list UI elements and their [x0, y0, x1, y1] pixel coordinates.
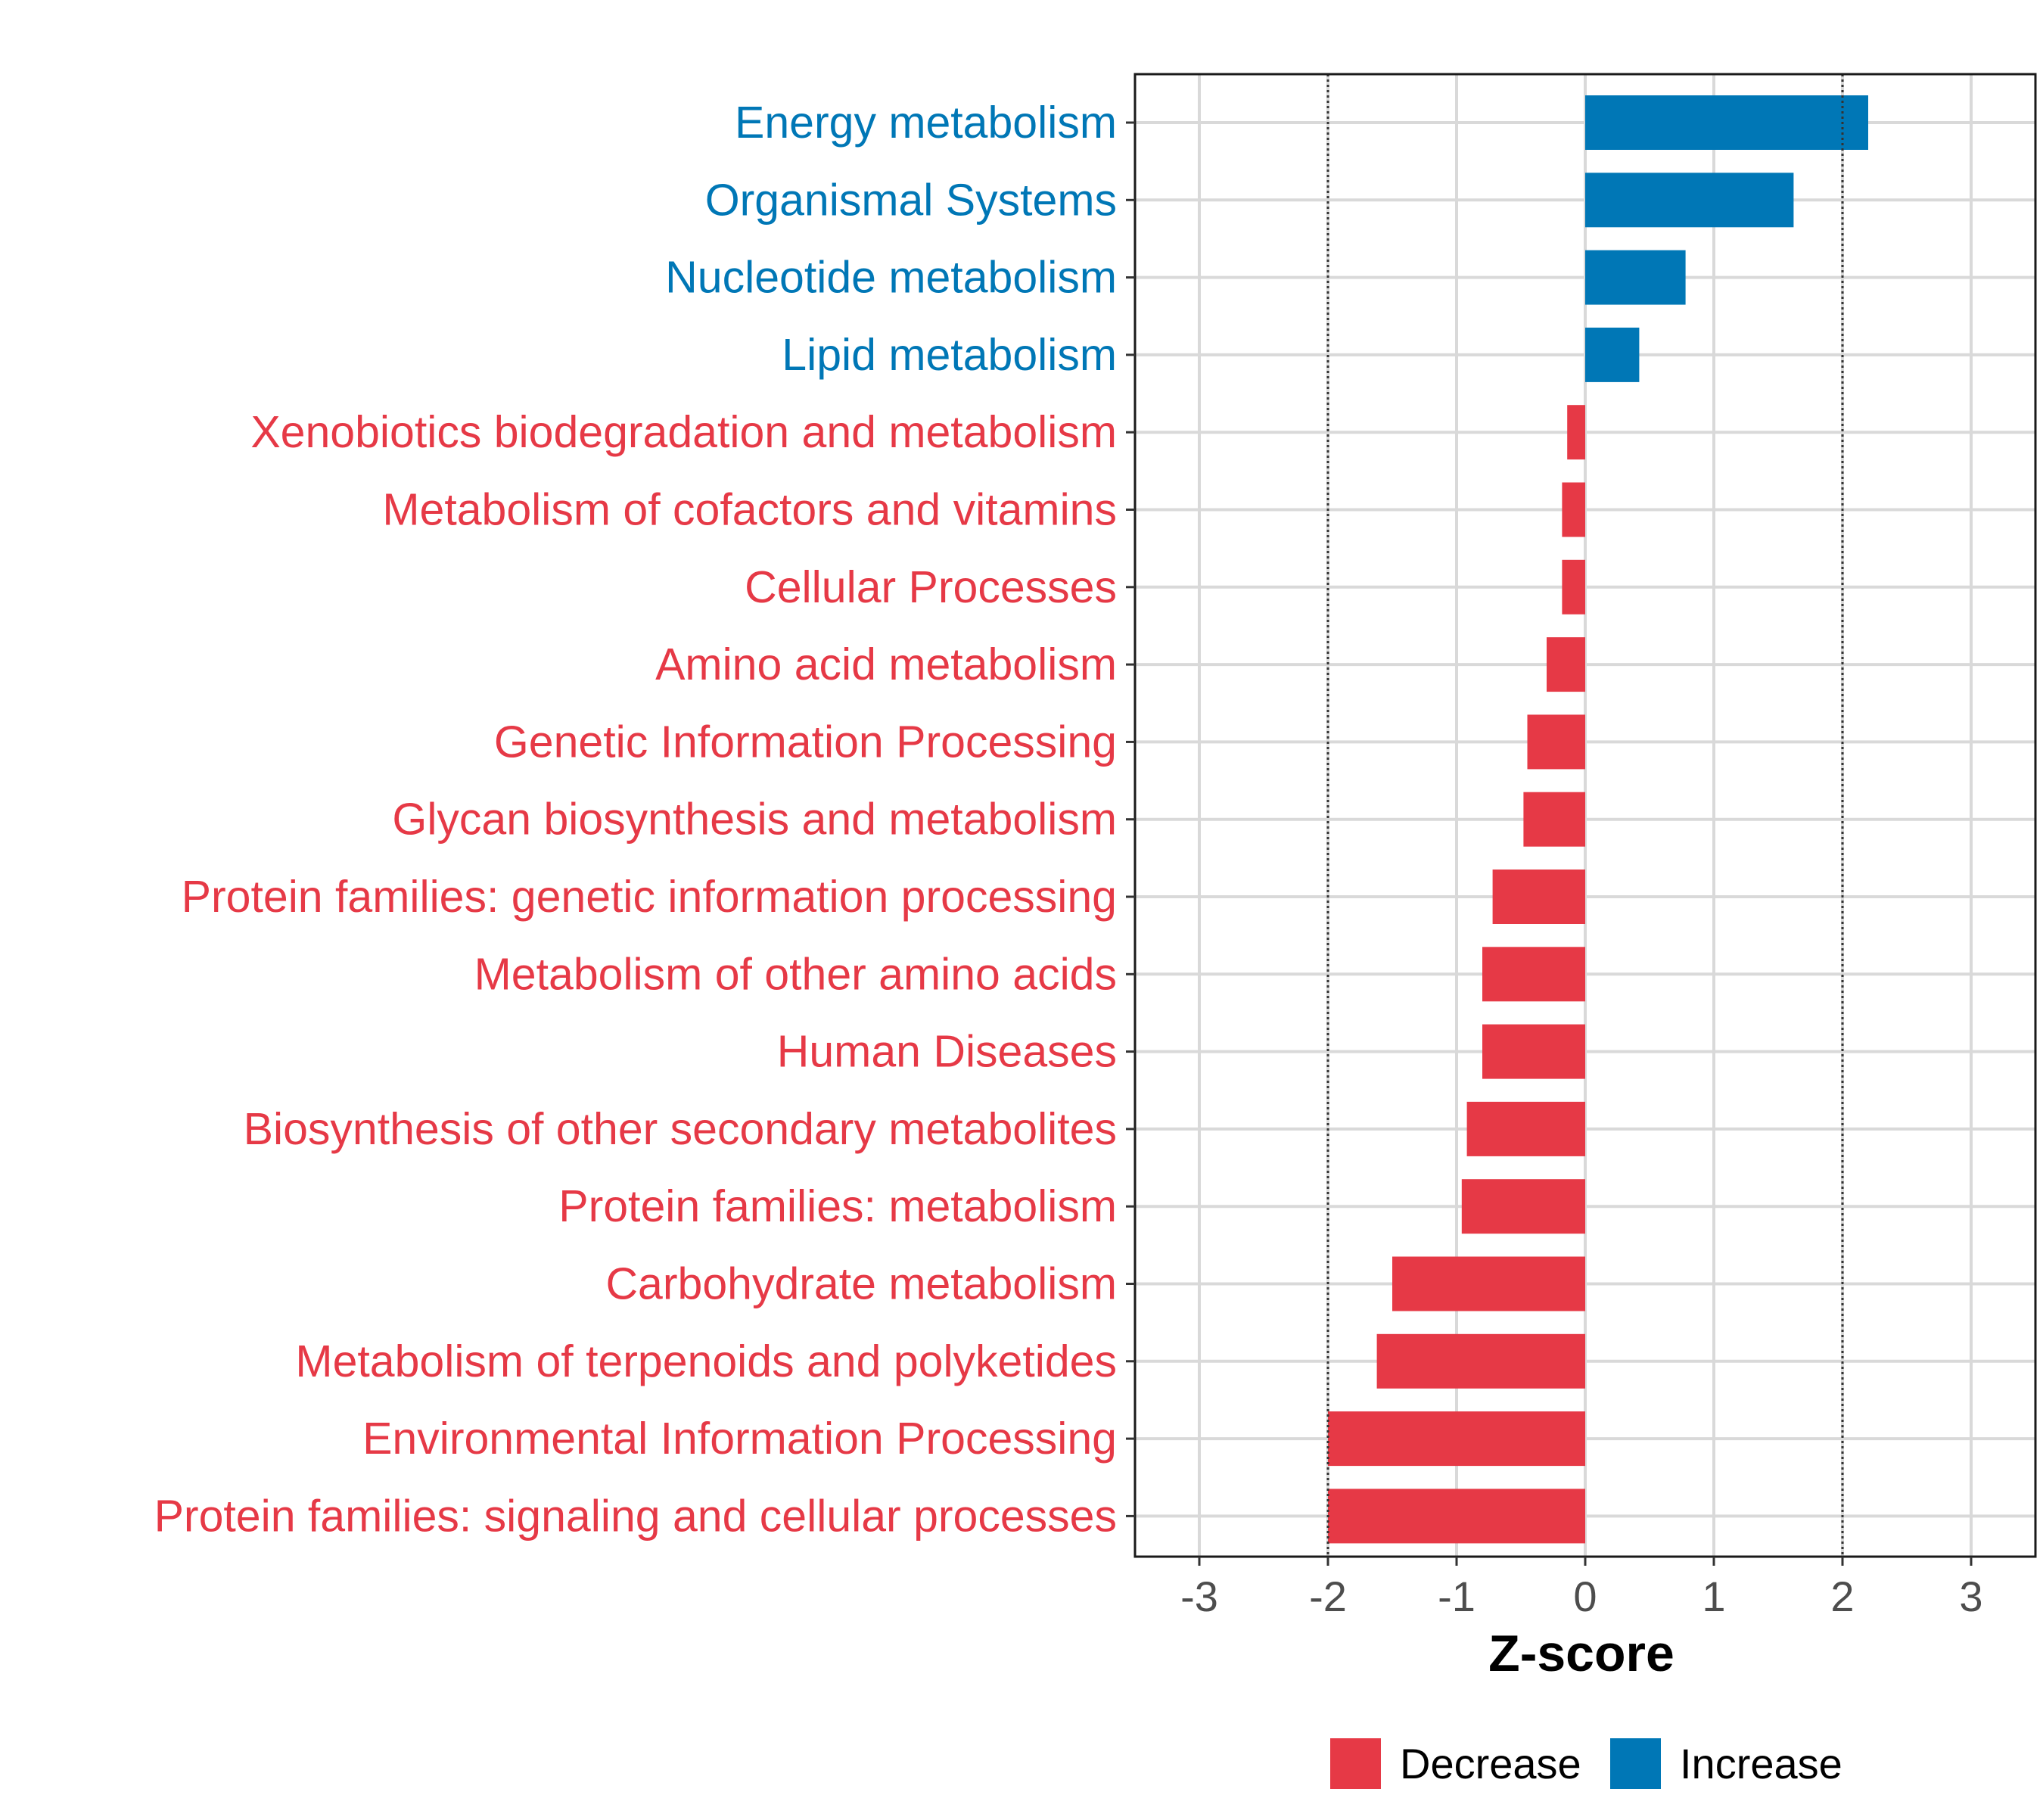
bar [1328, 1489, 1585, 1544]
bar [1585, 95, 1868, 150]
category-label: Amino acid metabolism [655, 639, 1117, 689]
bar [1585, 250, 1686, 305]
category-label: Metabolism of other amino acids [474, 949, 1117, 999]
category-label: Environmental Information Processing [362, 1414, 1117, 1464]
legend-swatch [1610, 1738, 1661, 1789]
category-label: Lipid metabolism [782, 330, 1117, 380]
bar [1562, 559, 1585, 614]
category-label: Xenobiotics biodegradation and metabolis… [250, 407, 1117, 457]
y-axis: Energy metabolism Organismal Systems Nucle… [154, 98, 1135, 1541]
x-tick-label: 2 [1830, 1573, 1854, 1620]
category-label: Glycan biosynthesis and metabolism [392, 795, 1117, 845]
x-axis-title: Z-score [1488, 1625, 1675, 1682]
category-label: Protein families: signaling and cellular… [154, 1491, 1117, 1541]
category-label: Nucleotide metabolism [665, 253, 1117, 303]
bar [1585, 327, 1640, 382]
bar [1492, 870, 1585, 924]
bar [1547, 637, 1585, 692]
category-label: Protein families: genetic information pr… [182, 872, 1117, 922]
x-tick-label: 0 [1573, 1573, 1597, 1620]
bar [1328, 1411, 1585, 1467]
bar [1376, 1333, 1585, 1389]
legend: Decrease Increase [1330, 1738, 1842, 1789]
bar [1482, 1024, 1585, 1079]
bar [1562, 482, 1585, 537]
bar [1585, 173, 1794, 228]
category-label: Human Diseases [777, 1027, 1117, 1077]
x-tick-label: -3 [1180, 1573, 1218, 1620]
legend-label: Decrease [1400, 1740, 1581, 1787]
x-tick-label: 3 [1959, 1573, 1982, 1620]
x-tick-label: -2 [1309, 1573, 1347, 1620]
category-label: Protein families: metabolism [558, 1181, 1117, 1231]
category-label: Metabolism of terpenoids and polyketides [295, 1336, 1117, 1386]
category-label: Cellular Processes [745, 562, 1117, 612]
legend-swatch [1330, 1738, 1381, 1789]
category-label: Biosynthesis of other secondary metaboli… [244, 1104, 1117, 1154]
bar [1392, 1256, 1585, 1311]
x-tick-label: 1 [1702, 1573, 1725, 1620]
bar [1461, 1179, 1585, 1234]
category-label: Energy metabolism [735, 98, 1117, 148]
bar [1567, 405, 1585, 460]
bar-layer [1328, 95, 1868, 1544]
legend-label: Increase [1680, 1740, 1842, 1787]
category-label: Organismal Systems [705, 175, 1117, 225]
bar [1466, 1101, 1585, 1156]
category-label: Genetic Information Processing [494, 717, 1117, 767]
bar [1523, 792, 1585, 847]
category-label: Metabolism of cofactors and vitamins [382, 485, 1117, 535]
x-tick-label: -1 [1438, 1573, 1476, 1620]
x-axis: -3 -2 -1 0 1 2 3 [1180, 1557, 1983, 1620]
bar [1527, 714, 1585, 770]
category-label: Carbohydrate metabolism [605, 1259, 1117, 1309]
bar [1482, 947, 1585, 1002]
reference-line-layer [1326, 74, 1844, 1557]
